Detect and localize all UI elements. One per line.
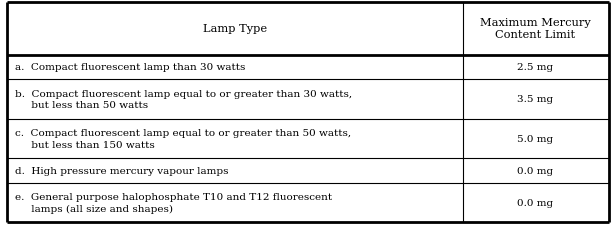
- Text: b.  Compact fluorescent lamp equal to or greater than 30 watts,
     but less th: b. Compact fluorescent lamp equal to or …: [15, 89, 352, 109]
- Text: 2.5 mg: 2.5 mg: [517, 63, 554, 72]
- Text: 0.0 mg: 0.0 mg: [517, 166, 554, 175]
- Text: Maximum Mercury
Content Limit: Maximum Mercury Content Limit: [480, 18, 591, 40]
- Text: c.  Compact fluorescent lamp equal to or greater than 50 watts,
     but less th: c. Compact fluorescent lamp equal to or …: [15, 129, 351, 149]
- Text: 0.0 mg: 0.0 mg: [517, 198, 554, 207]
- Text: a.  Compact fluorescent lamp than 30 watts: a. Compact fluorescent lamp than 30 watt…: [15, 63, 245, 72]
- Text: d.  High pressure mercury vapour lamps: d. High pressure mercury vapour lamps: [15, 166, 229, 175]
- Text: e.  General purpose halophosphate T10 and T12 fluorescent
     lamps (all size a: e. General purpose halophosphate T10 and…: [15, 192, 332, 213]
- Text: Lamp Type: Lamp Type: [203, 24, 267, 34]
- Text: 3.5 mg: 3.5 mg: [517, 95, 554, 104]
- Text: 5.0 mg: 5.0 mg: [517, 134, 554, 143]
